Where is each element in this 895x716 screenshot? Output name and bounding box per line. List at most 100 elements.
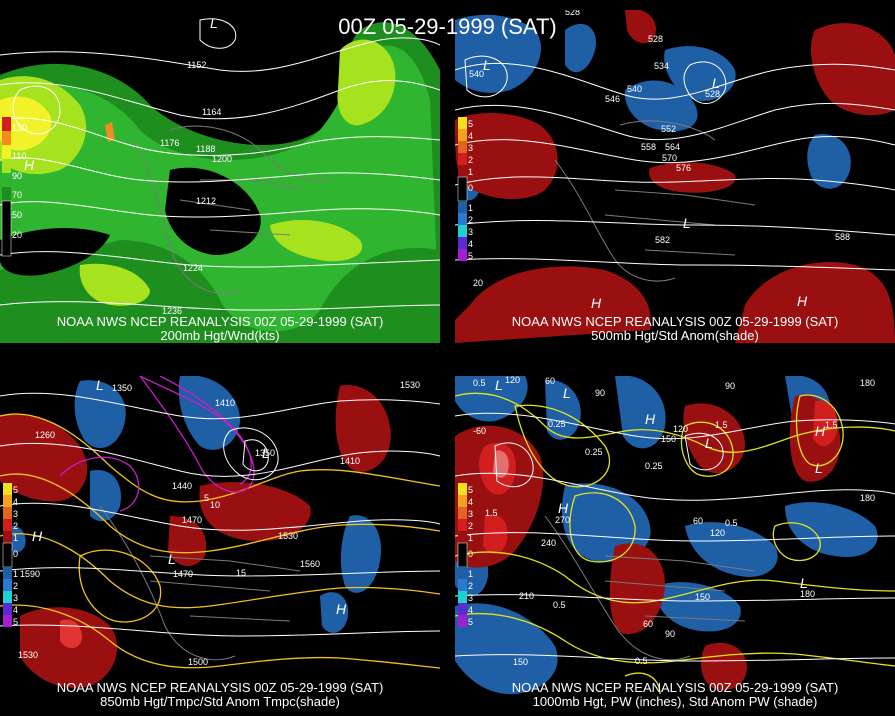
legend-label: 4 bbox=[468, 605, 473, 615]
contour-label: 120 bbox=[673, 424, 688, 434]
contour-label: 150 bbox=[695, 592, 710, 602]
map-panel-1000mb: 5 4 3 2 1 0 1 2 3 4 5 120 60 90 90 -60 1… bbox=[455, 376, 895, 709]
map-panel-850mb: 5 4 3 2 1 0 1 2 3 4 5 1350 1350 1410 135… bbox=[0, 376, 440, 709]
contour-label: 5 bbox=[204, 493, 209, 503]
contour-label: 528 bbox=[705, 89, 720, 99]
contour-label: 546 bbox=[605, 94, 620, 104]
contour-label: 20 bbox=[473, 278, 483, 288]
panel-caption-field: 850mb Hgt/Tmpc/Std Anom Tmpc(shade) bbox=[100, 694, 340, 709]
low-marker: L bbox=[210, 15, 218, 31]
legend-label: 4 bbox=[468, 239, 473, 249]
contour-label: 180 bbox=[800, 589, 815, 599]
contour-label: 0.5 bbox=[725, 518, 738, 528]
panel-caption-field: 200mb Hgt/Wnd(kts) bbox=[160, 328, 280, 343]
contour-label: 1212 bbox=[196, 196, 216, 206]
map-1000mb-graphic: 5 4 3 2 1 0 1 2 3 4 5 120 60 90 90 -60 1… bbox=[455, 376, 895, 709]
contour-label: 534 bbox=[654, 61, 669, 71]
contour-label: 1350 bbox=[255, 448, 275, 458]
contour-label: 528 bbox=[565, 10, 580, 17]
low-marker: L bbox=[705, 435, 713, 451]
contour-label: 180 bbox=[860, 493, 875, 503]
high-marker: H bbox=[815, 423, 826, 439]
contour-label: 570 bbox=[662, 153, 677, 163]
legend-label: 5 bbox=[468, 617, 473, 627]
legend-label: 3 bbox=[13, 593, 18, 603]
legend-label: 20 bbox=[12, 230, 22, 240]
low-marker: L bbox=[800, 575, 808, 591]
low-marker: L bbox=[483, 57, 491, 73]
contour-label: 1500 bbox=[188, 657, 208, 667]
contour-label: 1530 bbox=[400, 380, 420, 390]
legend-label: 3 bbox=[468, 227, 473, 237]
map-500mb-graphic: 5 4 3 2 1 0 1 2 3 4 5 528 528 534 540 54… bbox=[455, 10, 895, 343]
contour-label: 552 bbox=[661, 124, 676, 134]
legend-label: 0 bbox=[468, 549, 473, 559]
legend-label: 4 bbox=[468, 497, 473, 507]
contour-label: 1.5 bbox=[715, 420, 728, 430]
legend-label: 2 bbox=[468, 155, 473, 165]
low-marker: L bbox=[262, 445, 270, 461]
contour-label: 1410 bbox=[340, 456, 360, 466]
legend-label: 1 bbox=[468, 569, 473, 579]
legend-label: 5 bbox=[468, 119, 473, 129]
contour-label: 1.5 bbox=[485, 508, 498, 518]
contour-label: 0.25 bbox=[645, 461, 663, 471]
legend-label: 130 bbox=[12, 123, 27, 133]
legend-label: 110 bbox=[12, 151, 26, 161]
contour-label: 1470 bbox=[182, 515, 202, 525]
panel-caption-field: 500mb Hgt/Std Anom(shade) bbox=[591, 328, 759, 343]
legend-label: 5 bbox=[13, 617, 18, 627]
panel-caption-field: 1000mb Hgt, PW (inches), Std Anom PW (sh… bbox=[532, 694, 818, 709]
low-marker: L bbox=[815, 460, 823, 476]
legend-label: 1 bbox=[13, 533, 18, 543]
legend-label: 3 bbox=[468, 509, 473, 519]
legend-label: 2 bbox=[468, 521, 473, 531]
legend-label: 3 bbox=[468, 593, 473, 603]
low-marker: L bbox=[168, 551, 176, 567]
contour-label: 60 bbox=[643, 619, 653, 629]
contour-label: 60 bbox=[693, 516, 703, 526]
contour-label: 90 bbox=[725, 381, 735, 391]
high-marker: H bbox=[558, 500, 569, 516]
contour-label: 0.5 bbox=[473, 378, 486, 388]
contour-label: 0.5 bbox=[553, 600, 566, 610]
low-marker: L bbox=[495, 377, 503, 393]
contour-label: 1188 bbox=[196, 144, 215, 154]
legend-label: 3 bbox=[468, 143, 473, 153]
contour-label: 1.5 bbox=[825, 420, 838, 430]
contour-label: 0.5 bbox=[635, 656, 648, 666]
contour-label: 60 bbox=[545, 376, 555, 386]
contour-label: 180 bbox=[860, 378, 875, 388]
high-marker: H bbox=[645, 411, 656, 427]
legend-label: 3 bbox=[13, 509, 18, 519]
map-panel-200mb: 130 110 90 70 50 20 1152 1164 1176 1188 … bbox=[0, 10, 440, 343]
contour-label: 1410 bbox=[215, 398, 235, 408]
contour-label: 90 bbox=[595, 388, 605, 398]
contour-label: 270 bbox=[555, 515, 570, 525]
contour-label: 210 bbox=[519, 591, 534, 601]
legend-label: 90 bbox=[12, 171, 22, 181]
low-marker: L bbox=[683, 215, 691, 231]
contour-label: 1224 bbox=[183, 263, 203, 273]
map-200mb-graphic: 130 110 90 70 50 20 1152 1164 1176 1188 … bbox=[0, 10, 440, 343]
legend-label: 0 bbox=[13, 549, 18, 559]
panel-caption-source: NOAA NWS NCEP REANALYSIS 00Z 05-29-1999 … bbox=[511, 680, 839, 695]
legend-label: 2 bbox=[468, 215, 473, 225]
panel-caption-source: NOAA NWS NCEP REANALYSIS 00Z 05-29-1999 … bbox=[511, 314, 839, 329]
legend-label: 2 bbox=[13, 581, 18, 591]
low-marker: L bbox=[712, 75, 720, 91]
legend-label: 5 bbox=[468, 251, 473, 261]
contour-label: 0.25 bbox=[548, 419, 566, 429]
legend-label: 0 bbox=[468, 183, 473, 193]
contour-label: 582 bbox=[655, 235, 670, 245]
contour-label: 1350 bbox=[112, 383, 132, 393]
contour-label: 528 bbox=[648, 34, 663, 44]
contour-label: 120 bbox=[505, 376, 520, 385]
legend-label: 2 bbox=[13, 521, 18, 531]
contour-label: 150 bbox=[513, 657, 528, 667]
legend-label: 2 bbox=[468, 581, 473, 591]
contour-label: 564 bbox=[665, 142, 680, 152]
legend-label: 1 bbox=[468, 203, 473, 213]
legend-label: 1 bbox=[468, 167, 473, 177]
contour-label: 15 bbox=[236, 568, 246, 578]
